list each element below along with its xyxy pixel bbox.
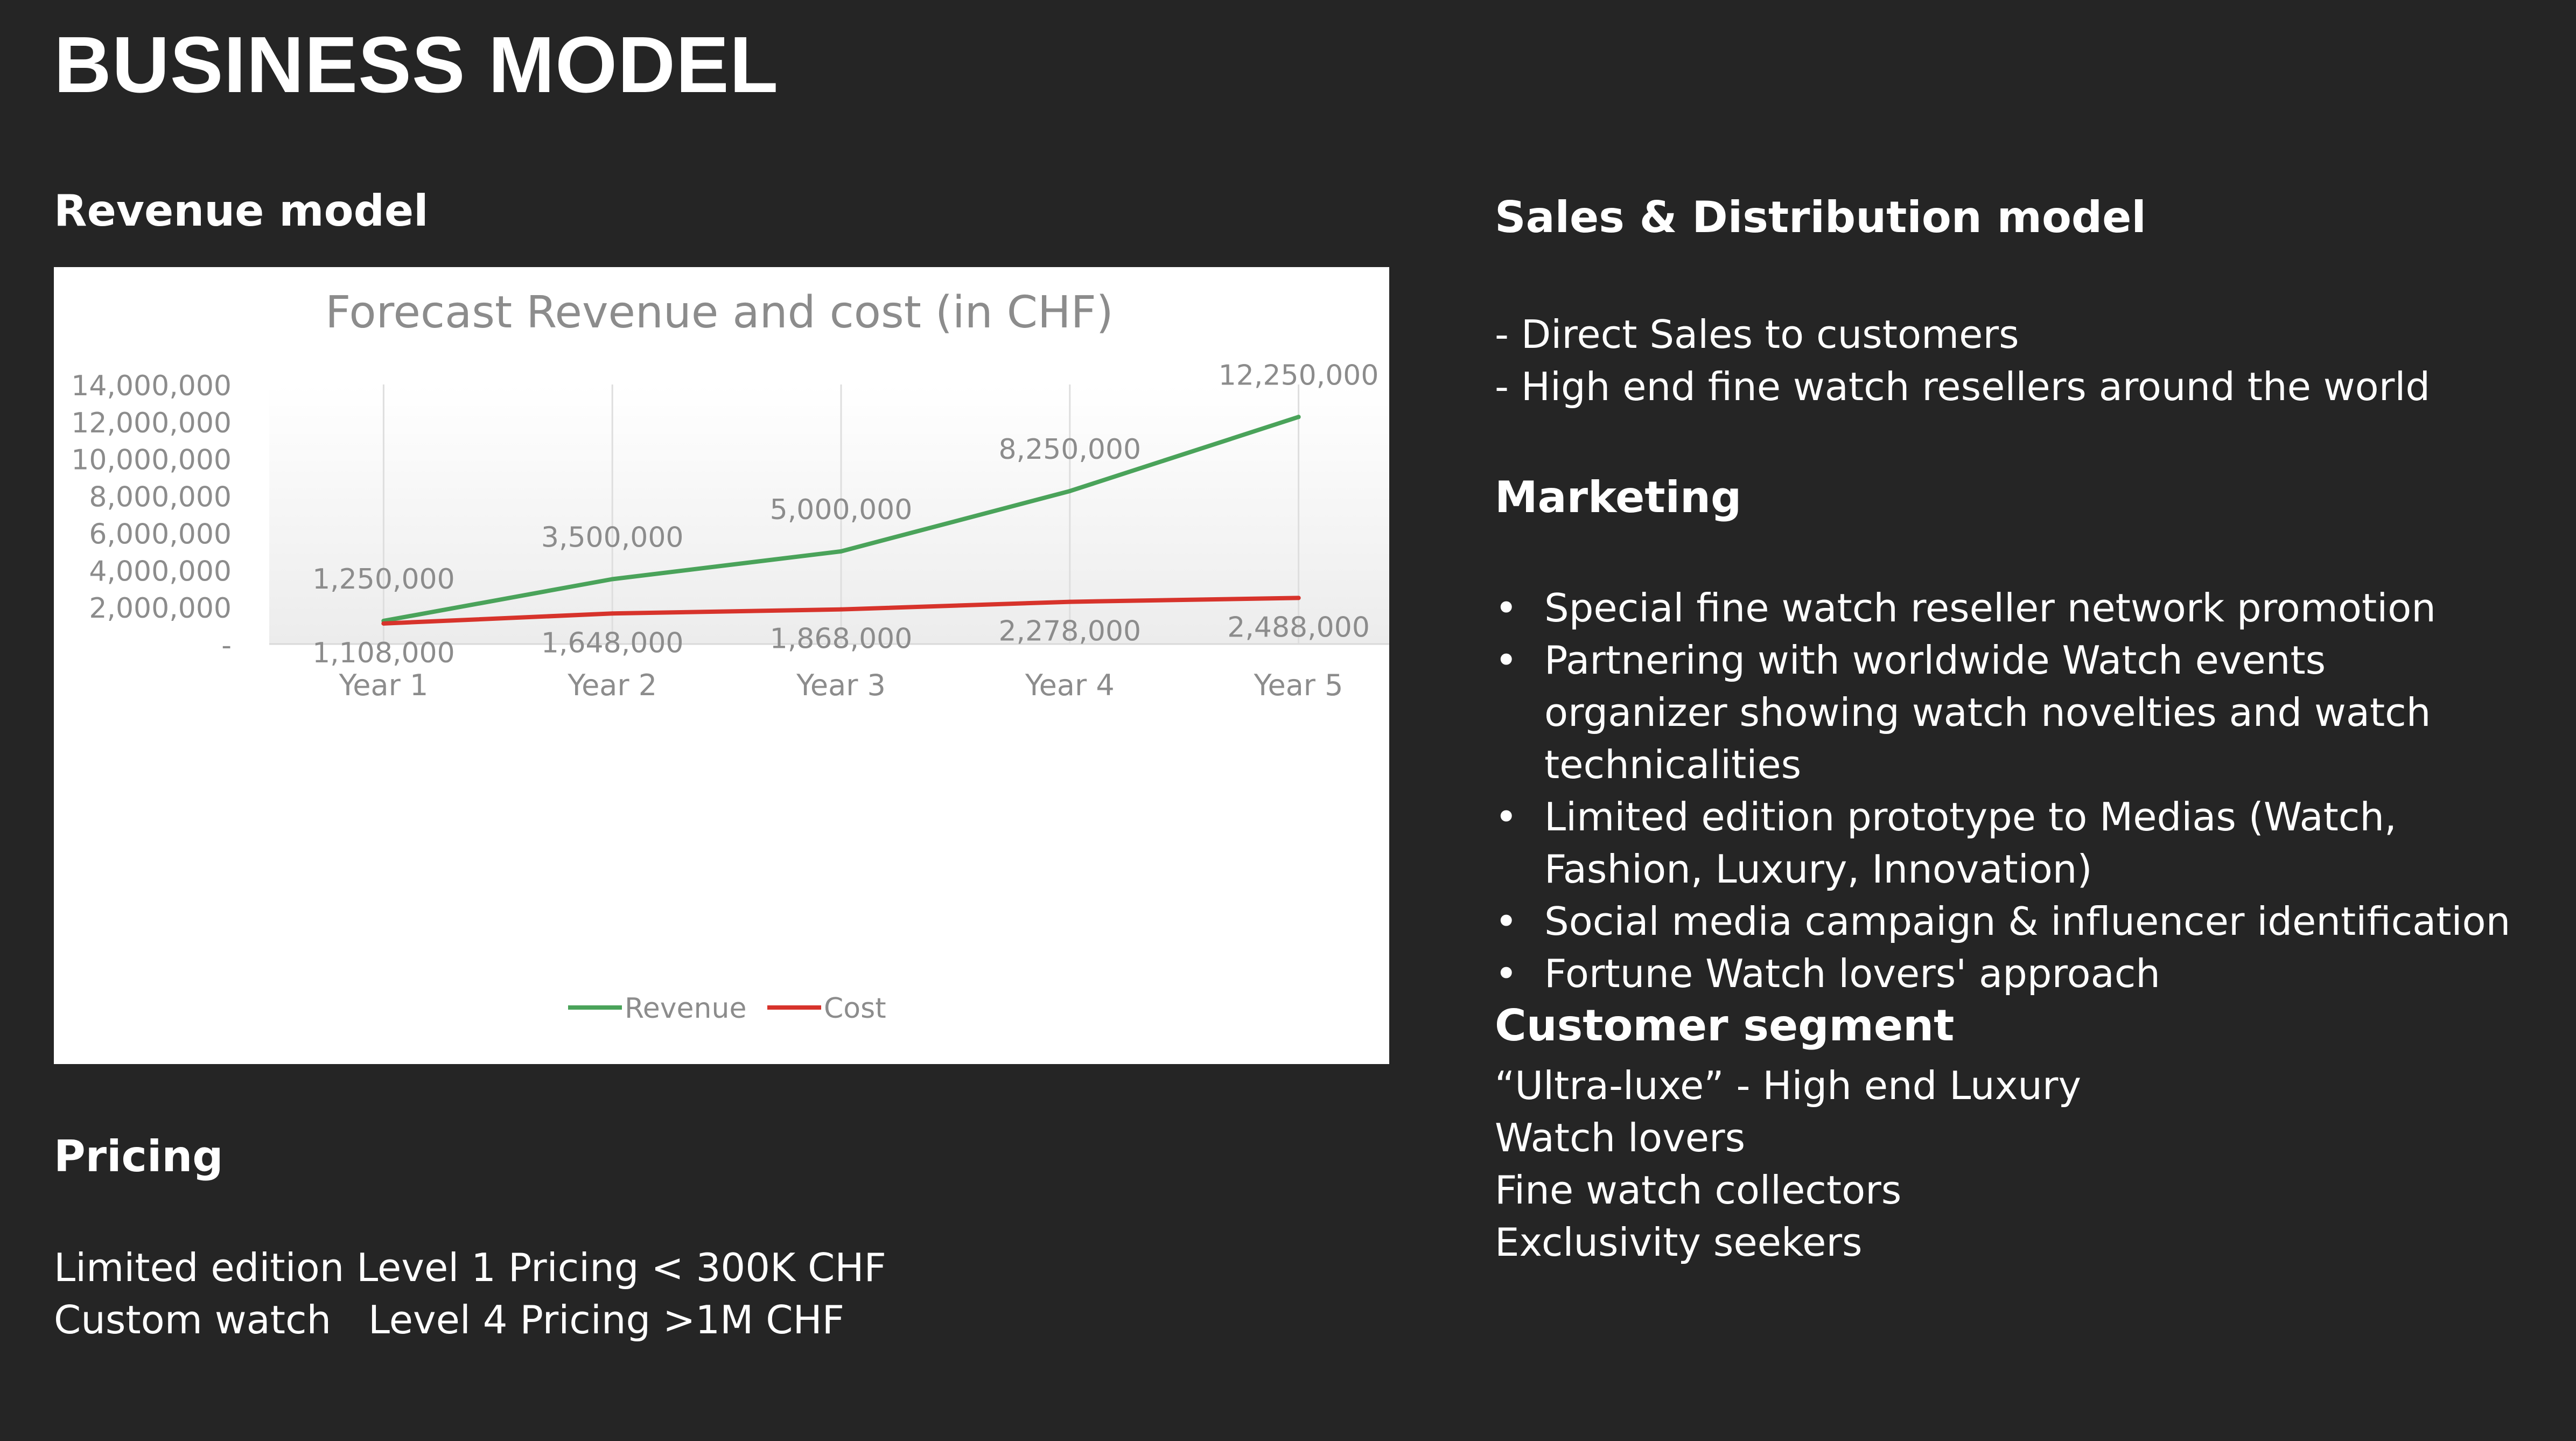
- legend-label: Cost: [824, 992, 886, 1025]
- sales-line: - Direct Sales to customers: [1495, 312, 2019, 357]
- segment-line: Exclusivity seekers: [1495, 1220, 1863, 1265]
- x-tick-label: Year 4: [1025, 668, 1115, 702]
- list-item: • Fortune Watch lovers' approach: [1495, 948, 2518, 1000]
- data-label: 2,488,000: [1227, 611, 1370, 643]
- bullet-icon: •: [1495, 585, 1518, 631]
- data-point: [381, 621, 386, 626]
- data-label: 8,250,000: [998, 433, 1141, 466]
- y-tick-label: 4,000,000: [89, 555, 232, 587]
- legend-label: Revenue: [625, 992, 746, 1025]
- data-point: [1067, 488, 1072, 493]
- data-label: 1,868,000: [770, 623, 913, 655]
- list-item: • Special fine watch reseller network pro…: [1495, 582, 2518, 634]
- y-tick-label: 12,000,000: [71, 407, 232, 439]
- data-point: [1296, 596, 1301, 600]
- data-label: 3,500,000: [541, 522, 684, 554]
- pricing-text: Limited edition Level 1 Pricing < 300K C…: [54, 1242, 886, 1346]
- customer-segment-heading: Customer segment: [1495, 1001, 1955, 1051]
- sales-line: - High end fine watch resellers around t…: [1495, 364, 2431, 409]
- y-tick-label: 6,000,000: [89, 518, 232, 550]
- revenue-cost-chart: Forecast Revenue and cost (in CHF) - 2,00…: [54, 267, 1389, 1064]
- sales-heading: Sales & Distribution model: [1495, 192, 2146, 242]
- y-tick-label: 14,000,000: [71, 370, 232, 402]
- chart-title: Forecast Revenue and cost (in CHF): [325, 287, 1114, 338]
- bullet-icon: •: [1495, 638, 1518, 683]
- bullet-icon: •: [1495, 794, 1518, 840]
- y-tick-label: 2,000,000: [89, 592, 232, 625]
- segment-line: Fine watch collectors: [1495, 1167, 1902, 1213]
- segment-line: Watch lovers: [1495, 1115, 1746, 1160]
- pricing-heading: Pricing: [54, 1131, 223, 1181]
- pricing-line: Limited edition Level 1 Pricing < 300K C…: [54, 1245, 886, 1290]
- data-label: 5,000,000: [770, 494, 913, 526]
- x-tick-label: Year 5: [1254, 668, 1343, 702]
- y-tick-label: -: [221, 629, 232, 662]
- marketing-list: • Special fine watch reseller network pro…: [1495, 582, 2518, 1000]
- data-point: [839, 549, 843, 554]
- data-label: 1,648,000: [541, 627, 684, 659]
- data-label: 2,278,000: [998, 615, 1141, 648]
- page-title: BUSINESS MODEL: [54, 20, 779, 109]
- list-item: • Limited edition prototype to Medias (Wa…: [1495, 791, 2518, 896]
- data-label: 1,250,000: [312, 563, 455, 596]
- bullet-icon: •: [1495, 951, 1518, 996]
- data-point: [1296, 415, 1301, 419]
- data-point: [839, 607, 843, 612]
- pricing-line: Custom watch Level 4 Pricing >1M CHF: [54, 1297, 845, 1342]
- customer-segment-text: “Ultra-luxe” - High end Luxury Watch lov…: [1495, 1060, 2081, 1269]
- x-tick-label: Year 2: [567, 668, 657, 702]
- x-tick-label: Year 3: [796, 668, 886, 702]
- data-label: 1,108,000: [312, 637, 455, 669]
- data-point: [1067, 599, 1072, 604]
- data-label: 12,250,000: [1219, 359, 1379, 391]
- bullet-icon: •: [1495, 899, 1518, 944]
- sales-text: - Direct Sales to customers - High end f…: [1495, 309, 2430, 413]
- revenue-model-heading: Revenue model: [54, 186, 429, 236]
- segment-line: “Ultra-luxe” - High end Luxury: [1495, 1063, 2082, 1108]
- list-item: • Partnering with worldwide Watch events …: [1495, 634, 2518, 791]
- data-point: [610, 611, 615, 616]
- y-tick-label: 8,000,000: [89, 481, 232, 514]
- x-tick-label: Year 1: [338, 668, 428, 702]
- y-tick-label: 10,000,000: [71, 444, 232, 477]
- marketing-heading: Marketing: [1495, 472, 1742, 522]
- data-point: [610, 577, 615, 582]
- list-item: • Social media campaign & influencer iden…: [1495, 896, 2518, 948]
